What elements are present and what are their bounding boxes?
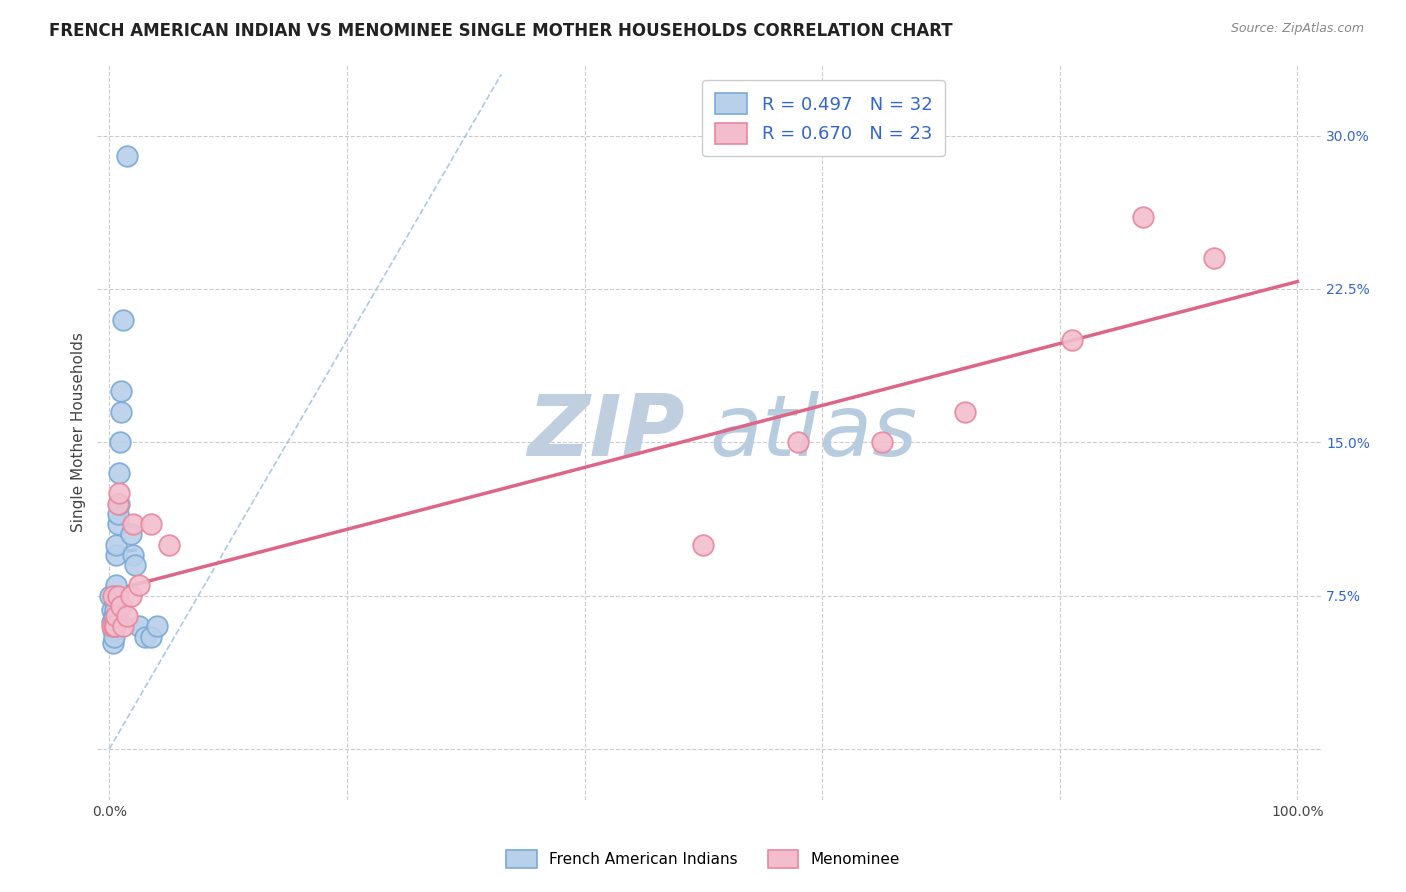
Point: [1132, 211, 1154, 225]
Point: [124, 558, 146, 572]
Point: [100, 619, 122, 633]
Point: [105, 538, 128, 552]
Point: [103, 624, 125, 638]
Point: [101, 589, 124, 603]
Point: [107, 497, 129, 511]
Point: [107, 466, 129, 480]
Text: atlas: atlas: [709, 391, 917, 474]
Text: ZIP: ZIP: [527, 391, 685, 474]
Point: [101, 624, 124, 638]
Point: [107, 517, 129, 532]
Point: [103, 619, 125, 633]
Point: [787, 435, 810, 450]
Point: [128, 619, 150, 633]
Point: [100, 615, 122, 630]
Point: [953, 405, 976, 419]
Point: [145, 619, 167, 633]
Point: [112, 312, 135, 326]
Point: [105, 609, 128, 624]
Point: [100, 589, 122, 603]
Point: [120, 527, 142, 541]
Point: [101, 619, 124, 633]
Point: [100, 603, 122, 617]
Point: [110, 599, 132, 613]
Point: [103, 630, 125, 644]
Legend: R = 0.497   N = 32, R = 0.670   N = 23: R = 0.497 N = 32, R = 0.670 N = 23: [702, 80, 945, 156]
Point: [128, 578, 150, 592]
Point: [122, 517, 145, 532]
Point: [112, 619, 135, 633]
Point: [105, 548, 128, 562]
Point: [115, 609, 138, 624]
Point: [107, 507, 129, 521]
Y-axis label: Single Mother Households: Single Mother Households: [72, 332, 86, 532]
Text: Source: ZipAtlas.com: Source: ZipAtlas.com: [1230, 22, 1364, 36]
Point: [105, 578, 128, 592]
Point: [104, 603, 127, 617]
Point: [139, 517, 162, 532]
Point: [104, 595, 127, 609]
Point: [107, 486, 129, 500]
Point: [870, 435, 893, 450]
Point: [104, 619, 127, 633]
Point: [103, 609, 125, 624]
Point: [120, 589, 142, 603]
Point: [108, 435, 131, 450]
Point: [1060, 333, 1083, 347]
Text: FRENCH AMERICAN INDIAN VS MENOMINEE SINGLE MOTHER HOUSEHOLDS CORRELATION CHART: FRENCH AMERICAN INDIAN VS MENOMINEE SING…: [49, 22, 953, 40]
Point: [110, 405, 132, 419]
Point: [122, 548, 145, 562]
Point: [107, 589, 129, 603]
Point: [134, 630, 156, 644]
Point: [110, 384, 132, 399]
Point: [157, 538, 180, 552]
Point: [107, 497, 129, 511]
Legend: French American Indians, Menominee: French American Indians, Menominee: [498, 843, 908, 875]
Point: [1204, 252, 1226, 266]
Point: [115, 149, 138, 163]
Point: [692, 538, 714, 552]
Point: [139, 630, 162, 644]
Point: [101, 636, 124, 650]
Point: [104, 589, 127, 603]
Point: [104, 619, 127, 633]
